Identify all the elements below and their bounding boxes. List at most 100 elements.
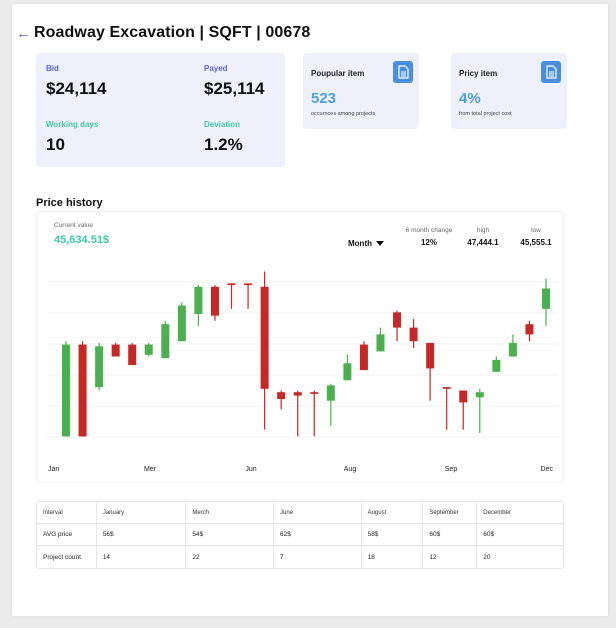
candle-body [442, 387, 451, 389]
table-cell: 14 [97, 546, 187, 568]
candle [62, 341, 70, 437]
change-label: 6 month change [405, 227, 453, 234]
candle-body [194, 286, 203, 314]
table-cell: Project count [37, 546, 97, 568]
candle-body [492, 359, 501, 372]
table-cell: 58$ [361, 524, 424, 546]
deviation-label: Deviation [204, 120, 241, 129]
candle-body [326, 385, 335, 401]
high-label: high [476, 227, 490, 234]
working-days-label: Working days [46, 120, 99, 129]
candle [376, 327, 385, 352]
candle [194, 285, 203, 326]
x-tick-label: Aug [344, 466, 357, 473]
candle-body [277, 392, 286, 399]
candle [310, 390, 319, 437]
candle [293, 390, 302, 437]
summary-panel: Bid $24,114 Payed $25,114 Working days 1… [36, 53, 285, 167]
candle [393, 310, 402, 342]
candle [326, 383, 335, 427]
candle-body [293, 392, 302, 396]
table-header-cell: September [423, 502, 478, 524]
x-tick-label: Mer [144, 466, 157, 473]
table-cell: 12 [423, 546, 478, 568]
candle-body [260, 286, 269, 389]
table-cell: 22 [186, 546, 275, 568]
candle-body [210, 286, 219, 316]
candle-body [161, 324, 170, 359]
candle [244, 283, 253, 309]
candle [475, 388, 484, 433]
period-dropdown[interactable]: Month [348, 239, 384, 248]
caret-down-icon [376, 241, 384, 247]
high-value: 47,444.1 [467, 238, 499, 247]
deviation-value: 1.2% [204, 135, 243, 154]
x-tick-label: Dec [541, 466, 554, 473]
low-value: 45,555.1 [520, 238, 552, 247]
x-tick-label: Jun [245, 466, 256, 473]
high-stat: high 47,444.1 [462, 227, 504, 247]
current-value-label: Current value [54, 222, 94, 229]
table-cell: 56$ [96, 524, 187, 546]
price-history-title: Price history [36, 197, 103, 209]
payed-metric: Payed $25,114 [204, 64, 265, 99]
candle-body [128, 344, 137, 365]
back-arrow-icon[interactable]: ← [16, 25, 31, 42]
table-row: AVG price 56$ 54$ 62$ 58$ 60$ 60$ [37, 524, 563, 546]
price-history-chart: Current value 45,634.51$ Month 6 month c… [36, 211, 564, 483]
popular-item-card[interactable]: Poupular item 523 occurnces among projec… [303, 53, 419, 129]
candle [359, 341, 368, 371]
candle [343, 354, 352, 381]
table-header-cell: Interval [37, 502, 97, 524]
pricy-item-sub: from total project cost [459, 111, 512, 117]
candle [508, 334, 517, 357]
candle-body [475, 392, 484, 398]
candle [111, 342, 120, 357]
candlestick-chart: Jan Mer Jun Aug Sep Dec [47, 271, 559, 473]
candle [525, 320, 534, 342]
candle [210, 285, 219, 321]
pricy-item-card[interactable]: Pricy item 4% from total project cost [451, 53, 567, 129]
candle-body [376, 334, 385, 352]
change-stat: 6 month change 12% [402, 227, 456, 247]
candle-body [525, 324, 534, 335]
candle-body [177, 305, 186, 342]
candle-body [542, 288, 550, 309]
change-value: 12% [420, 238, 437, 247]
candle-body [144, 344, 153, 355]
candle-body [310, 392, 319, 394]
candle-body [111, 344, 120, 357]
popular-item-value: 523 [311, 90, 337, 107]
table-cell: 54$ [186, 524, 275, 546]
candle-body [393, 312, 402, 328]
table-header-cell: Merch [186, 502, 275, 524]
pricy-item-value: 4% [459, 90, 481, 107]
candle-body [343, 363, 352, 381]
table-header-row: Interval January Merch June August September D… [37, 502, 563, 524]
table-cell: 18 [362, 546, 424, 568]
current-value: 45,634.51$ [54, 234, 110, 246]
candle-body [459, 390, 468, 403]
document-icon[interactable] [541, 61, 561, 83]
table-cell: AVG price [37, 524, 97, 546]
table-cell: 7 [274, 546, 362, 568]
working-days-value: 10 [46, 135, 65, 154]
popular-item-sub: occurnces among projects [311, 111, 376, 117]
candle [260, 271, 269, 430]
candle-body [227, 283, 236, 286]
document-icon[interactable] [393, 61, 413, 83]
table-cell: 62$ [274, 524, 362, 546]
payed-value: $25,114 [204, 79, 265, 98]
candle [426, 342, 435, 401]
candle [459, 390, 468, 430]
candle-body [62, 344, 70, 437]
candle [95, 342, 104, 391]
candle [409, 319, 418, 348]
pricy-item-label: Pricy item [459, 69, 498, 78]
candle-body [508, 342, 517, 357]
deviation-metric: Deviation 1.2% [204, 120, 243, 155]
candle [442, 387, 451, 430]
table-header-cell: June [274, 502, 362, 524]
table-cell: 60$ [423, 524, 478, 546]
payed-label: Payed [204, 64, 228, 73]
